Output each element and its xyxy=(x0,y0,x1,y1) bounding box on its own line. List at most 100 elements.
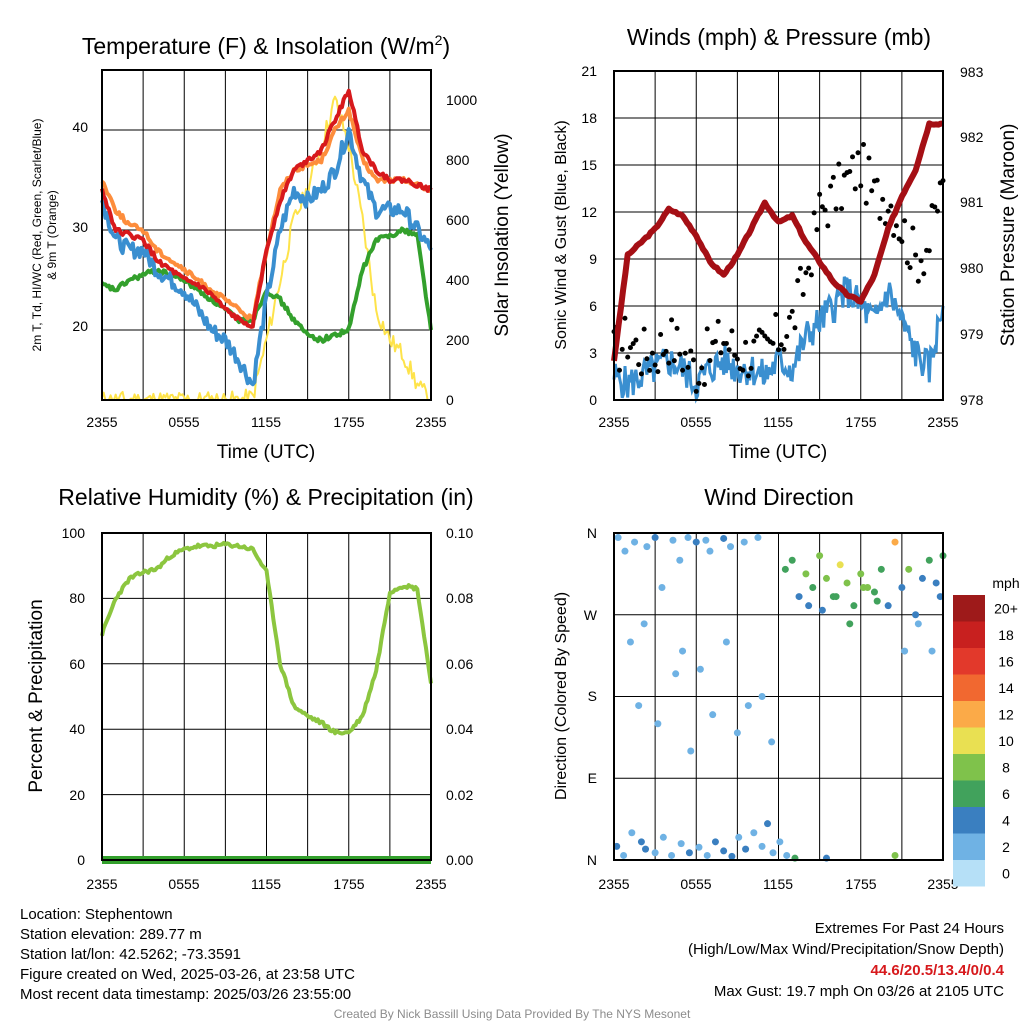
gust-point xyxy=(745,373,751,379)
gust-point xyxy=(825,223,831,229)
wind-ytick-6: 6 xyxy=(589,298,597,314)
gust-point xyxy=(921,271,927,277)
gust-point xyxy=(839,206,845,212)
legend-label: 18 xyxy=(998,627,1014,643)
extremes-info: Extremes For Past 24 Hours (High/Low/Max… xyxy=(688,918,1004,1002)
gust-point xyxy=(726,347,732,353)
wind-plot-frame xyxy=(613,70,944,401)
gust-point xyxy=(915,278,921,284)
legend-swatch xyxy=(953,648,985,675)
gust-point xyxy=(729,328,735,334)
direction-point xyxy=(781,565,789,573)
gust-point xyxy=(800,291,806,297)
legend-label: 0 xyxy=(1002,865,1010,881)
dir-plot-frame xyxy=(613,532,944,861)
gust-point xyxy=(707,358,713,364)
gust-point xyxy=(893,223,899,229)
rh-ytick-80: 80 xyxy=(69,590,85,606)
gust-point xyxy=(630,341,636,347)
wind-xtick-4: 2355 xyxy=(927,414,958,430)
dir-ytick-w: W xyxy=(584,607,598,623)
gust-point xyxy=(874,177,880,183)
dir-xtick-3: 1755 xyxy=(845,876,876,892)
rh-ytick-right-004: 0.04 xyxy=(446,721,473,737)
direction-point xyxy=(758,842,766,850)
dir-ytick-e: E xyxy=(588,770,597,786)
rh-ytick-right-008: 0.08 xyxy=(446,590,473,606)
gust-point xyxy=(819,204,825,210)
direction-point xyxy=(843,579,851,587)
location-text: Location: Stephentown xyxy=(20,906,173,923)
direction-point xyxy=(928,647,936,655)
gust-point xyxy=(619,346,625,352)
direction-point xyxy=(873,597,881,605)
dir-xtick-4: 2355 xyxy=(927,876,958,892)
gust-point xyxy=(715,318,721,324)
legend-swatch xyxy=(953,807,985,834)
series-pressure-line xyxy=(611,120,944,362)
gust-point xyxy=(627,345,633,351)
gust-point xyxy=(833,206,839,212)
direction-point xyxy=(850,602,858,610)
gust-point xyxy=(644,356,650,362)
gust-point xyxy=(836,161,842,167)
direction-point xyxy=(711,838,719,846)
legend-label: 6 xyxy=(1002,786,1010,802)
rh-title: Relative Humidity (%) & Precipitation (i… xyxy=(58,484,473,510)
rh-xtick-4: 2355 xyxy=(415,876,446,892)
legend-swatch xyxy=(953,780,985,807)
wind-ytick-18: 18 xyxy=(581,110,597,126)
gust-point xyxy=(904,260,910,266)
direction-point xyxy=(733,729,741,737)
rh-ytick-20: 20 xyxy=(69,787,85,803)
direction-point xyxy=(740,538,748,546)
direction-point xyxy=(720,534,728,542)
direction-point xyxy=(631,538,639,546)
rh-plot xyxy=(100,532,433,864)
direction-point xyxy=(614,534,622,542)
direction-point xyxy=(669,536,677,544)
direction-point xyxy=(684,534,692,542)
dir-title: Wind Direction xyxy=(704,484,854,510)
gust-point xyxy=(847,168,853,174)
direction-point xyxy=(912,611,920,619)
gust-point xyxy=(869,188,875,194)
gust-point xyxy=(685,364,691,370)
direction-point xyxy=(735,833,743,841)
wind-xtick-2: 1155 xyxy=(763,414,793,430)
gust-point xyxy=(743,339,749,345)
gust-point xyxy=(734,356,740,362)
temp-ytick-right-1000: 1000 xyxy=(446,92,477,108)
gust-point xyxy=(863,200,869,206)
legend-label: 12 xyxy=(998,706,1014,722)
direction-point xyxy=(918,574,926,582)
temp-ylabel-line1: 2m T, Td, HI/WC (Red, Green, Scarlet/Blu… xyxy=(30,119,44,352)
wind-ytick-right-979: 979 xyxy=(960,326,984,342)
direction-point xyxy=(695,843,703,851)
series-rh-line xyxy=(100,540,433,736)
wind-ytick-21: 21 xyxy=(581,63,597,79)
dir-ytick-n-top: N xyxy=(587,525,597,541)
gust-point xyxy=(704,326,710,332)
gust-point xyxy=(693,388,699,394)
legend-label: 4 xyxy=(1002,812,1010,828)
wind-xlabel: Time (UTC) xyxy=(729,442,828,463)
direction-point xyxy=(628,829,636,837)
temp-ytick-right-800: 800 xyxy=(446,152,470,168)
legend-label: 14 xyxy=(998,680,1014,696)
wind-ytick-right-981: 981 xyxy=(960,194,984,210)
direction-point xyxy=(672,670,680,678)
direction-point xyxy=(742,845,750,853)
legend-swatch xyxy=(953,701,985,728)
direction-point xyxy=(859,584,867,591)
temp-ytick-right-0: 0 xyxy=(446,392,454,408)
direction-point xyxy=(846,620,854,628)
gust-point xyxy=(682,350,688,356)
direction-point xyxy=(891,538,899,546)
rh-ytick-60: 60 xyxy=(69,656,85,672)
wind-ytick-right-978: 978 xyxy=(960,392,984,408)
gust-point xyxy=(712,338,718,344)
temp-xtick-2: 1155 xyxy=(251,414,281,430)
gust-point xyxy=(786,314,792,320)
gust-point xyxy=(718,350,724,356)
